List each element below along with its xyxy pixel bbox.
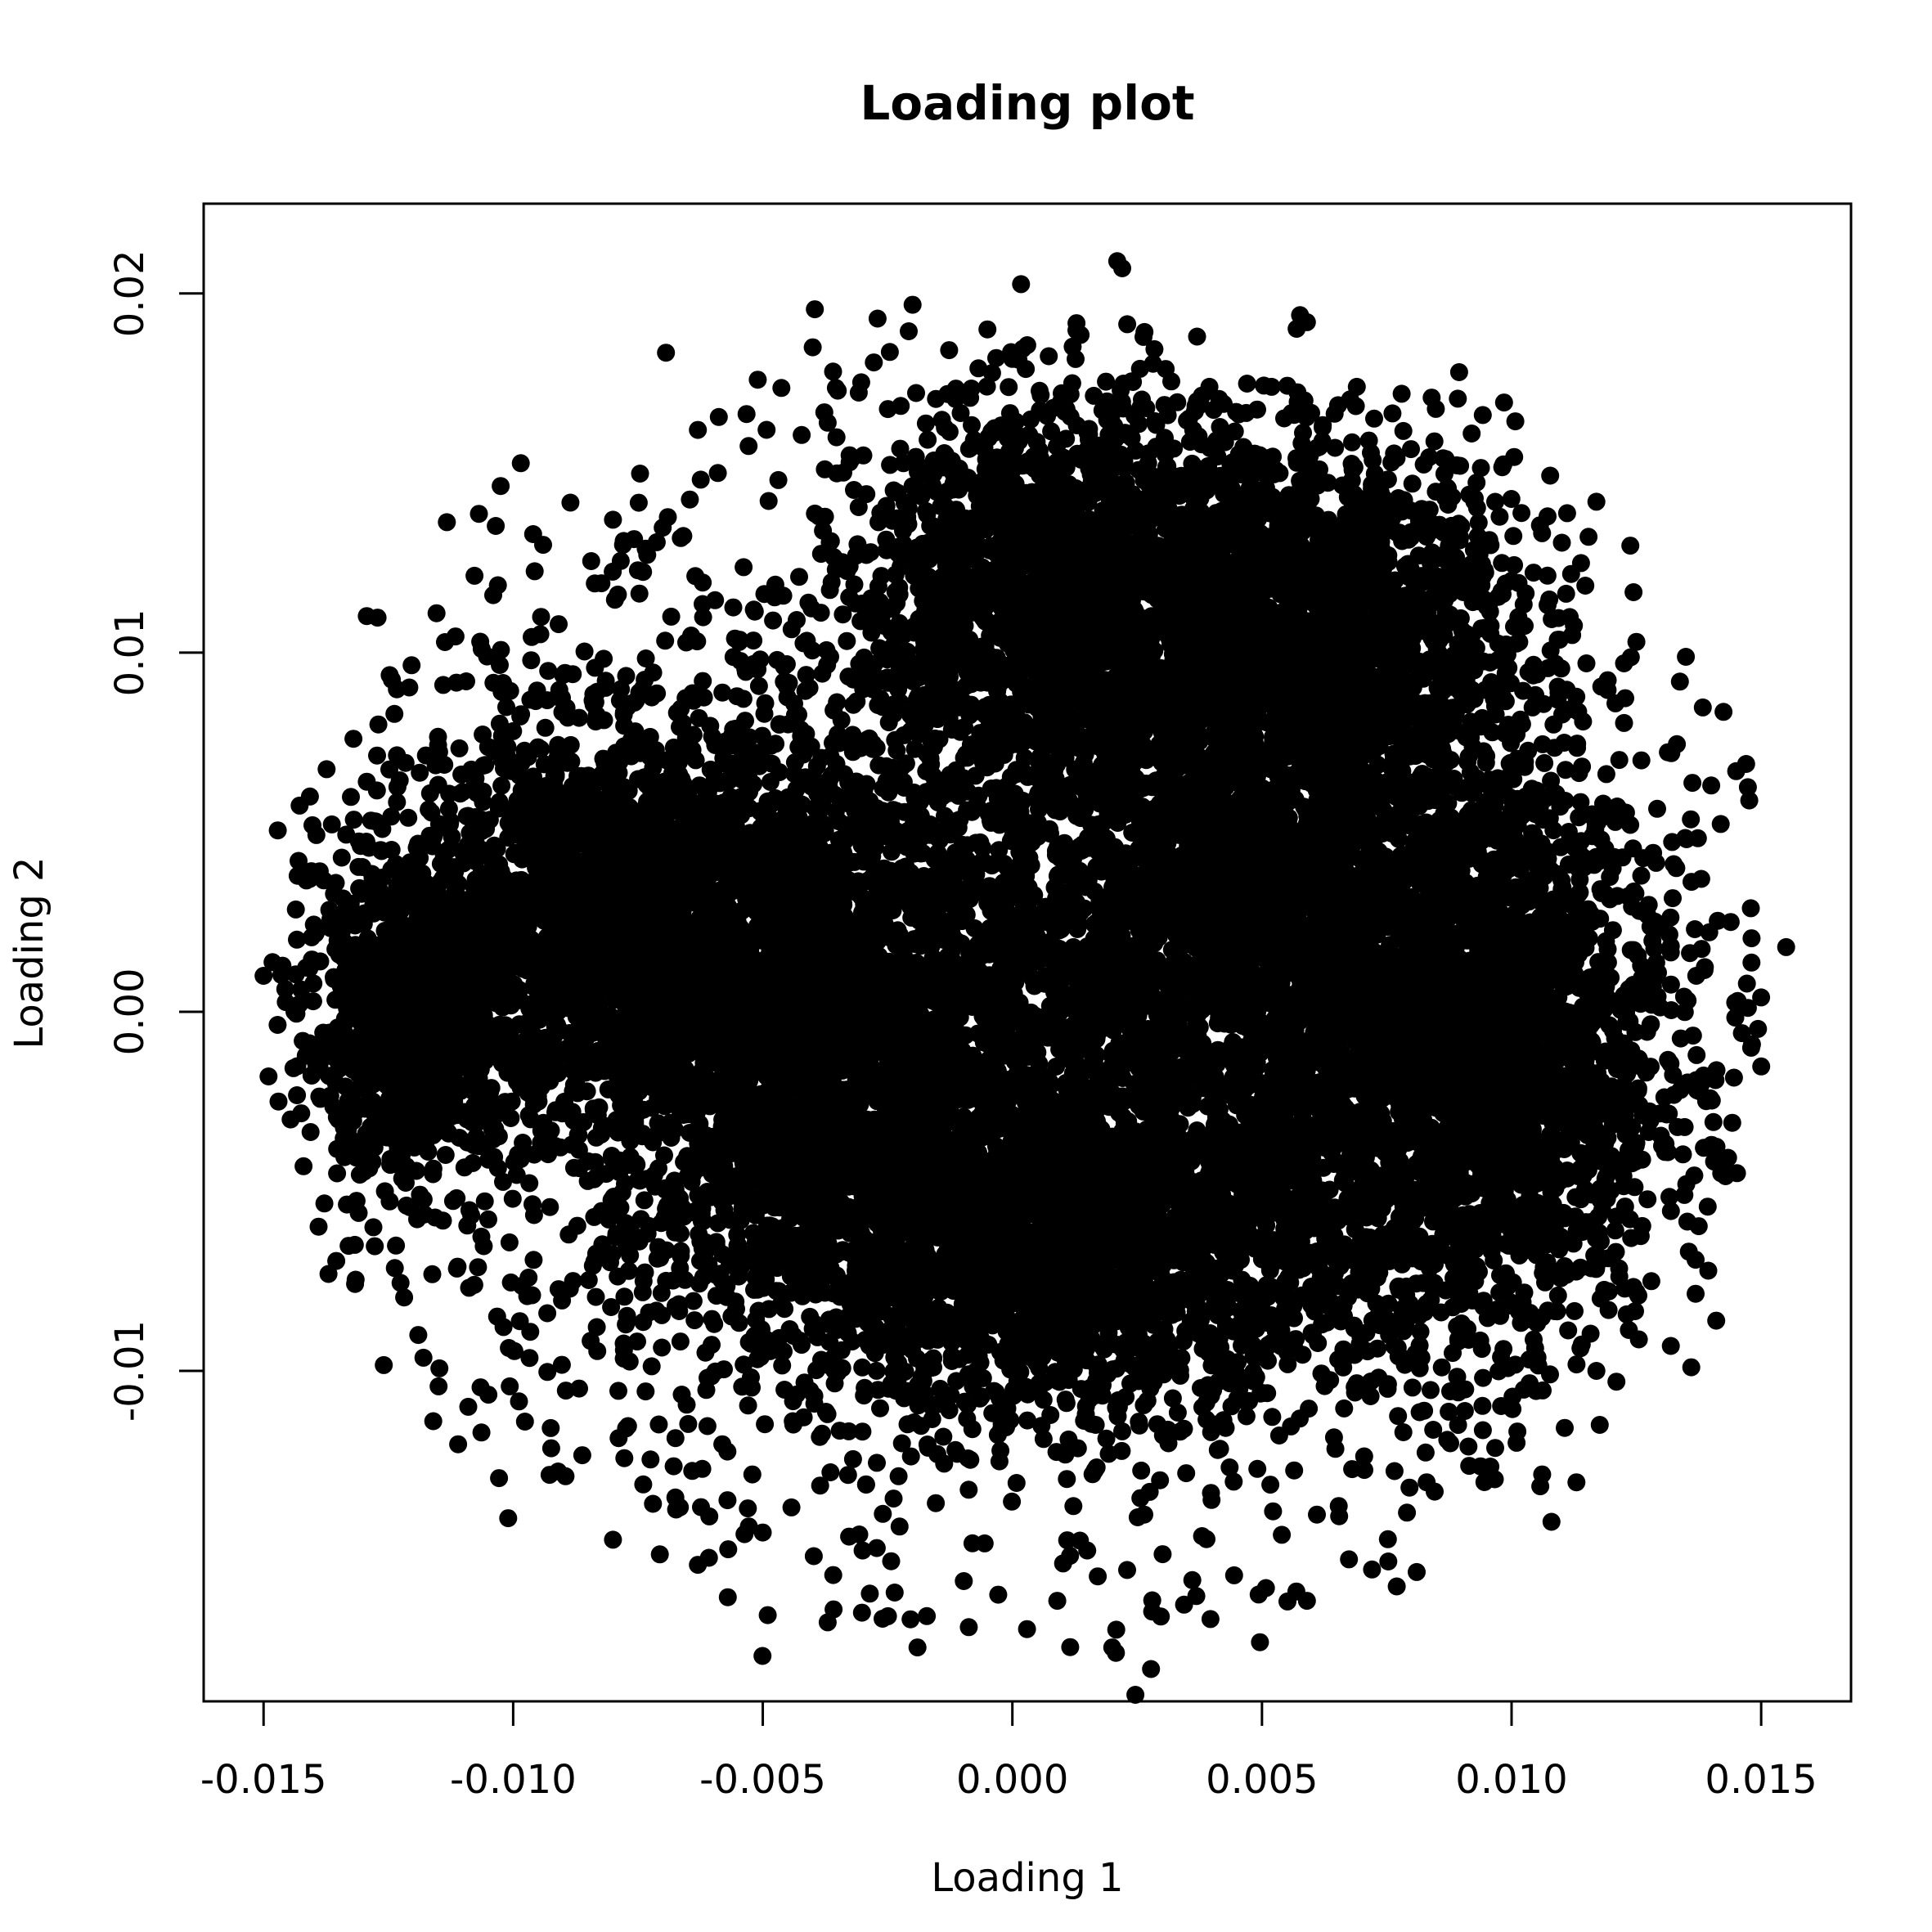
data-point — [1000, 378, 1018, 397]
data-point — [465, 1136, 483, 1155]
data-point — [284, 1058, 303, 1077]
data-point — [407, 1021, 425, 1040]
data-point — [365, 1139, 384, 1157]
data-point — [749, 676, 768, 695]
data-point — [398, 1196, 416, 1215]
data-point — [426, 1208, 444, 1227]
data-point — [498, 1063, 517, 1082]
data-point — [453, 980, 472, 999]
data-point — [1135, 322, 1154, 341]
data-point — [474, 793, 492, 811]
data-point — [524, 872, 543, 891]
data-point — [508, 801, 527, 820]
data-point — [349, 1203, 368, 1222]
data-point — [303, 992, 322, 1011]
data-point — [349, 1079, 368, 1098]
data-point — [268, 1016, 287, 1034]
data-point — [294, 1031, 312, 1050]
data-point — [562, 791, 581, 810]
data-point — [644, 663, 663, 682]
data-point — [301, 1123, 320, 1141]
data-point — [775, 1102, 793, 1121]
data-point — [328, 1164, 347, 1183]
chart-title: Loading plot — [860, 75, 1194, 131]
data-point — [450, 739, 469, 757]
data-point — [320, 1067, 339, 1085]
data-point — [436, 1146, 455, 1164]
data-point — [1012, 275, 1031, 294]
data-point — [322, 815, 341, 833]
data-point — [420, 800, 438, 819]
data-point — [343, 1036, 362, 1054]
data-point — [281, 1110, 300, 1129]
data-point — [393, 941, 412, 959]
data-point — [492, 862, 510, 881]
data-point — [886, 730, 905, 749]
data-point — [334, 889, 353, 908]
data-point — [907, 384, 925, 402]
data-point — [653, 1338, 672, 1357]
data-point — [575, 642, 594, 661]
data-point — [424, 1165, 443, 1184]
data-point — [686, 751, 705, 770]
data-point — [382, 807, 401, 826]
data-point — [306, 924, 325, 943]
data-point — [285, 1002, 303, 1021]
data-point — [492, 776, 511, 795]
data-point — [478, 1014, 496, 1033]
data-point — [492, 640, 510, 659]
data-point — [397, 1157, 416, 1175]
data-point — [286, 965, 305, 984]
data-point — [387, 955, 406, 973]
data-point — [380, 1192, 399, 1211]
data-point — [455, 1158, 474, 1177]
data-point — [336, 1077, 355, 1096]
data-point — [315, 1194, 334, 1213]
data-point — [919, 430, 937, 449]
data-point — [307, 825, 326, 844]
data-point — [698, 1417, 717, 1436]
data-point — [494, 1172, 512, 1191]
data-point — [562, 897, 581, 916]
data-point — [350, 879, 369, 898]
data-point — [351, 987, 369, 1006]
data-point — [320, 901, 339, 919]
data-point — [724, 598, 743, 617]
data-point — [411, 937, 429, 956]
data-point — [385, 1259, 404, 1278]
data-point — [490, 714, 509, 733]
data-point — [349, 857, 368, 876]
data-point — [332, 848, 351, 867]
points-layer — [254, 252, 1795, 1704]
data-point — [596, 773, 615, 792]
data-point — [311, 1090, 330, 1108]
data-point — [759, 492, 778, 510]
data-point — [368, 938, 387, 957]
data-point — [272, 965, 290, 984]
data-point — [331, 977, 350, 995]
